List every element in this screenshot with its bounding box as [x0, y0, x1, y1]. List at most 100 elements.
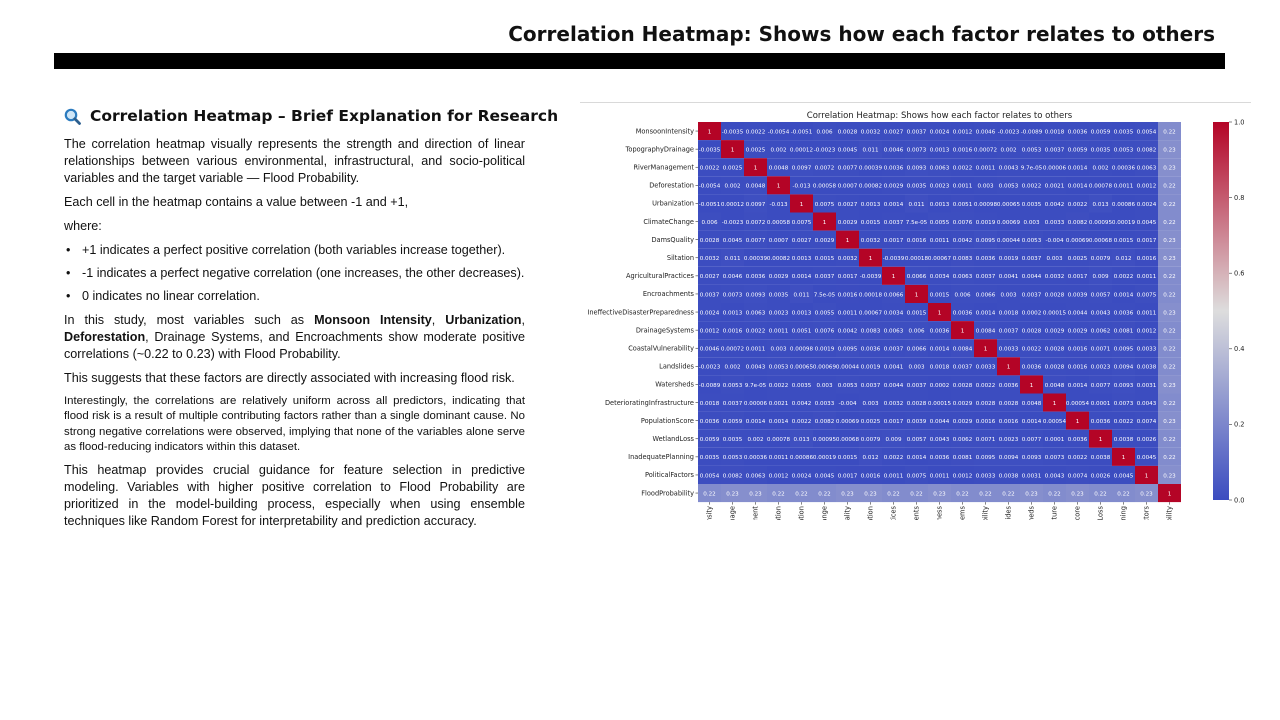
- heatmap-cell: [836, 266, 859, 285]
- heatmap-cell-label: 0.0018: [930, 365, 950, 371]
- heatmap-cell: [1158, 194, 1181, 213]
- heatmap-cell: [997, 266, 1020, 285]
- heatmap-cell: [882, 484, 905, 503]
- colorbar-tick-label: 0.0: [1234, 496, 1245, 504]
- heatmap-cell: [1043, 321, 1066, 340]
- heatmap-cell: [974, 194, 997, 213]
- heatmap-cell: [721, 393, 744, 412]
- heatmap-cell: [721, 212, 744, 231]
- heatmap-cell-label: 0.0013: [930, 147, 950, 153]
- heatmap-cell-label: 0.22: [979, 491, 991, 497]
- heatmap-cell: [905, 266, 928, 285]
- heatmap-cell: [882, 339, 905, 358]
- heatmap-cell: [1158, 357, 1181, 376]
- bullet-list: • +1 indicates a perfect positive correla…: [64, 242, 525, 305]
- x-tick-label: ClimateChange: [821, 506, 829, 520]
- heatmap-cell: [813, 212, 836, 231]
- heatmap-cell: [744, 284, 767, 303]
- heatmap-cell: [928, 447, 951, 466]
- correlation-heatmap: Correlation Heatmap: Shows how each fact…: [587, 111, 1245, 613]
- heatmap-cell-label: 0.0029: [1068, 328, 1088, 334]
- heatmap-cell-label: 1: [1168, 491, 1172, 497]
- heatmap-cell: [1135, 158, 1158, 177]
- paragraph-where: where:: [64, 218, 102, 233]
- heatmap-cell-label: -0.0023: [699, 365, 721, 371]
- heatmap-cell-label: 0.002: [747, 437, 763, 443]
- heatmap-cell: [951, 248, 974, 267]
- paragraph-guidance: This heatmap provides crucial guidance f…: [64, 463, 525, 529]
- heatmap-cell-label: -0.0035: [699, 147, 721, 153]
- heatmap-cell: [951, 393, 974, 412]
- heatmap-cell-label: 0.0037: [999, 328, 1019, 334]
- heatmap-cell-label: 0.0022: [953, 166, 973, 172]
- heatmap-cell: [767, 122, 790, 141]
- heatmap-cell-label: 0.0037: [884, 347, 904, 353]
- heatmap-cell-label: 0.0053: [1022, 147, 1042, 153]
- heatmap-cell: [836, 375, 859, 394]
- heatmap-cell-label: 1: [915, 292, 919, 298]
- heatmap-cell-label: 0.002: [724, 184, 740, 190]
- heatmap-cell-label: 1: [823, 220, 827, 226]
- heatmap-cell: [1043, 357, 1066, 376]
- heatmap-cell-label: 0.0093: [1022, 455, 1042, 461]
- heatmap-cell-label: 0.0042: [838, 328, 858, 334]
- heatmap-cell-label: 0.0018: [999, 310, 1019, 316]
- heatmap-cell-label: 0.0016: [1137, 256, 1157, 262]
- heatmap-cell: [882, 375, 905, 394]
- heatmap-cell-label: 0.012: [862, 455, 878, 461]
- heatmap-cell-label: 0.0025: [861, 419, 881, 425]
- heatmap-cell: [698, 447, 721, 466]
- heatmap-cell: [744, 158, 767, 177]
- y-tick-label: Encroachments: [643, 290, 695, 298]
- heatmap-cell: [790, 465, 813, 484]
- heatmap-cell-label: 0.00069: [997, 220, 1021, 226]
- heatmap-cell: [721, 484, 744, 503]
- heatmap-cell: [1112, 393, 1135, 412]
- heatmap-cell-label: 0.23: [864, 491, 877, 497]
- heatmap-cell-label: 0.0043: [930, 437, 950, 443]
- heatmap-cell-label: 1: [938, 310, 942, 316]
- heatmap-cell: [905, 321, 928, 340]
- heatmap-cell-label: 0.0035: [700, 455, 720, 461]
- heatmap-cell: [1020, 484, 1043, 503]
- heatmap-cell-label: 0.23: [1163, 419, 1176, 425]
- findings-text: In this study, most variables such as: [64, 312, 315, 327]
- heatmap-cell: [905, 393, 928, 412]
- heatmap-cell: [744, 230, 767, 249]
- heatmap-cell-label: -0.004: [838, 401, 856, 407]
- heatmap-cell: [1066, 321, 1089, 340]
- heatmap-cell-label: 0.0012: [953, 473, 973, 479]
- heatmap-cell-label: 0.22: [1163, 437, 1175, 443]
- heatmap-cell: [698, 393, 721, 412]
- heatmap-cell-label: 0.00015: [1043, 310, 1067, 316]
- heatmap-cell-label: 0.0016: [1068, 347, 1088, 353]
- heatmap-cell-label: 0.0048: [1045, 383, 1065, 389]
- heatmap-cell-label: 0.0027: [792, 238, 812, 244]
- heatmap-cell-label: 0.00082: [859, 184, 882, 190]
- heatmap-cell: [1020, 465, 1043, 484]
- heatmap-cell-label: 0.0084: [953, 347, 973, 353]
- heatmap-cell-label: 0.00095: [1089, 220, 1113, 226]
- bullet-item: • +1 indicates a perfect positive correla…: [66, 242, 506, 257]
- heatmap-cell-label: 0.0017: [1137, 238, 1157, 244]
- heatmap-cell-label: 0.0035: [769, 292, 789, 298]
- heatmap-cell: [905, 411, 928, 430]
- heatmap-cell: [698, 176, 721, 195]
- heatmap-cell-label: 0.0029: [953, 419, 973, 425]
- heatmap-cell: [1066, 357, 1089, 376]
- heatmap-cell: [721, 303, 744, 322]
- heatmap-cell-label: 0.0016: [976, 419, 996, 425]
- bullet-text: 0 indicates no linear correlation.: [82, 288, 260, 303]
- heatmap-cell: [997, 212, 1020, 231]
- heatmap-cell: [1135, 303, 1158, 322]
- heatmap-cell: [1043, 447, 1066, 466]
- heatmap-cell: [767, 484, 790, 503]
- heatmap-cell-label: 0.22: [1163, 328, 1175, 334]
- heatmap-cell-label: 1: [1053, 401, 1057, 407]
- heatmap-cell: [721, 230, 744, 249]
- heatmap-cell: [698, 212, 721, 231]
- heatmap-cell: [1066, 447, 1089, 466]
- heatmap-cell-label: 0.0066: [976, 292, 996, 298]
- heatmap-cell-label: 0.002: [1000, 147, 1016, 153]
- heatmap-cell: [1112, 465, 1135, 484]
